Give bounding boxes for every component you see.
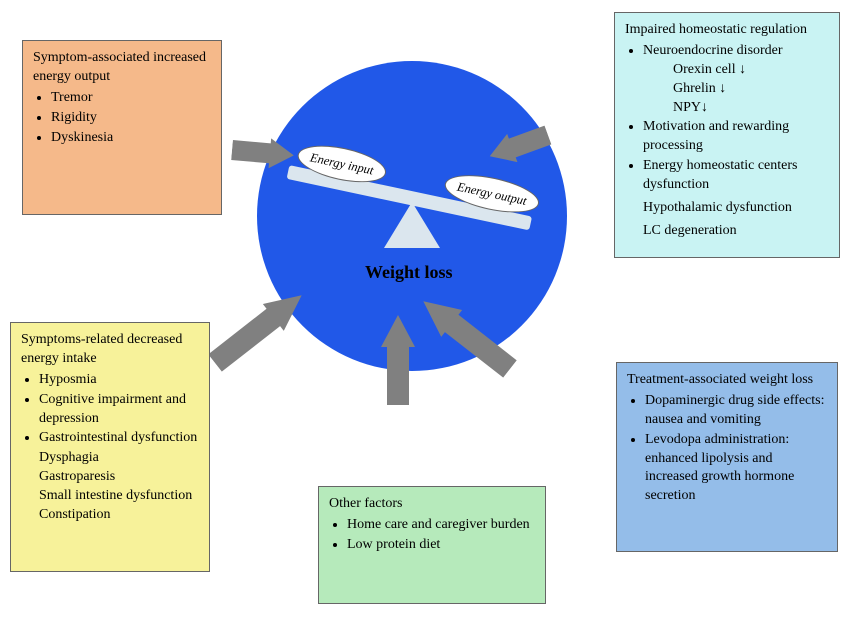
box-symptoms-decreased-intake: Symptoms-related decreased energy intake… — [10, 322, 210, 572]
box-title: Other factors — [329, 495, 535, 514]
weight-loss-label: Weight loss — [365, 262, 453, 283]
sub-item: Hypothalamic dysfunction — [643, 199, 829, 218]
list-item: Levodopa administration: enhanced lipoly… — [645, 431, 827, 507]
list-item: Motivation and rewarding processing — [643, 118, 829, 156]
box-list: Tremor Rigidity Dyskinesia — [51, 89, 211, 148]
arrow-from-midLeft — [205, 282, 313, 377]
box-treatment-associated: Treatment-associated weight loss Dopamin… — [616, 362, 838, 552]
sub-item: Constipation — [39, 506, 199, 525]
sub-item: Dysphagia — [39, 449, 199, 468]
list-item: Home care and caregiver burden — [347, 516, 535, 535]
box-title: Symptoms-related decreased energy intake — [21, 331, 199, 369]
list-item: Low protein diet — [347, 536, 535, 555]
list-item: Energy homeostatic centers dysfunction — [643, 157, 829, 195]
list-item: Hyposmia — [39, 371, 199, 390]
sub-item: Ghrelin ↓ — [673, 80, 829, 99]
list-item-text: Gastrointestinal dysfunction — [39, 430, 197, 445]
box-title: Symptom-associated increased energy outp… — [33, 49, 211, 87]
sub-item: NPY↓ — [673, 99, 829, 118]
list-item: Rigidity — [51, 109, 211, 128]
box-title: Treatment-associated weight loss — [627, 371, 827, 390]
list-item: Dopaminergic drug side effects: nausea a… — [645, 392, 827, 430]
arrow-from-bottomCenter — [381, 315, 415, 405]
list-item: Dyskinesia — [51, 129, 211, 148]
sub-item: Small intestine dysfunction — [39, 487, 199, 506]
sub-item: Orexin cell ↓ — [673, 61, 829, 80]
energy-input-text: Energy input — [309, 150, 375, 178]
list-item: Tremor — [51, 89, 211, 108]
box-list: Dopaminergic drug side effects: nausea a… — [645, 392, 827, 506]
list-item-text: Neuroendocrine disorder — [643, 43, 783, 58]
box-symptom-increased-output: Symptom-associated increased energy outp… — [22, 40, 222, 215]
list-item: Cognitive impairment and depression — [39, 391, 199, 429]
arrow-from-topLeft — [231, 135, 295, 170]
box-list: Hyposmia Cognitive impairment and depres… — [39, 371, 199, 449]
list-item-text: Energy homeostatic centers dysfunction — [643, 158, 797, 192]
list-item: Neuroendocrine disorder Orexin cell ↓ Gh… — [643, 42, 829, 118]
box-list: Neuroendocrine disorder Orexin cell ↓ Gh… — [643, 42, 829, 195]
box-other-factors: Other factors Home care and caregiver bu… — [318, 486, 546, 604]
sub-item: Gastroparesis — [39, 468, 199, 487]
sub-item: LC degeneration — [643, 222, 829, 241]
box-impaired-homeostatic: Impaired homeostatic regulation Neuroend… — [614, 12, 840, 258]
box-title: Impaired homeostatic regulation — [625, 21, 829, 40]
list-item: Gastrointestinal dysfunction — [39, 429, 199, 448]
box-list: Home care and caregiver burden Low prote… — [347, 516, 535, 555]
